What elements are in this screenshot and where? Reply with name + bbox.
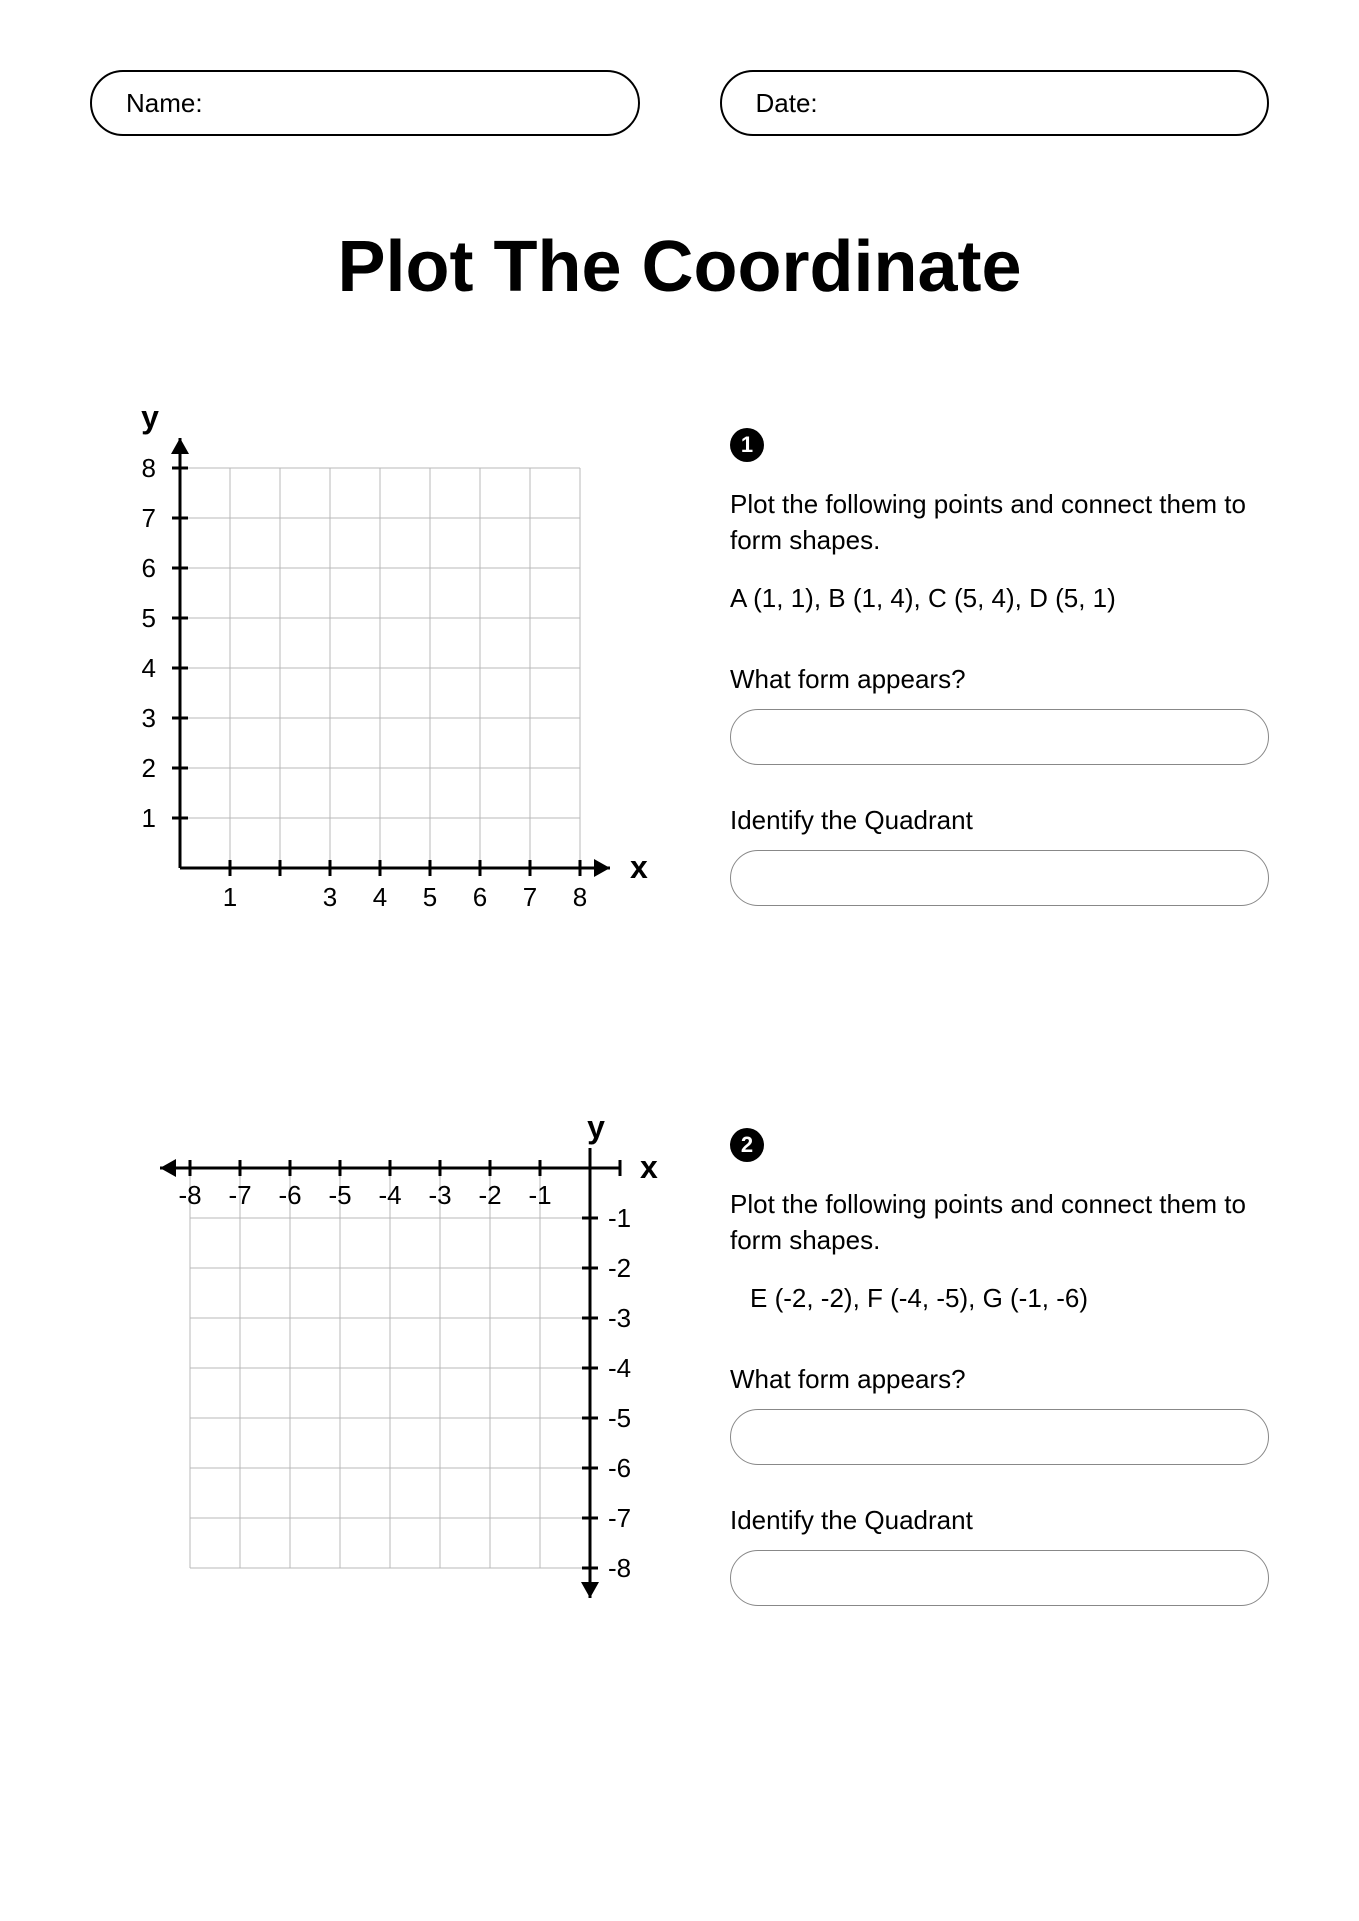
graph-1-svg: 1 1 2 3 3 4 4 5 5 6 6 7 7 8 8 x y: [90, 398, 690, 958]
points-2: E (-2, -2), F (-4, -5), G (-1, -6): [730, 1283, 1269, 1314]
svg-text:y: y: [141, 399, 159, 435]
svg-text:-3: -3: [428, 1180, 451, 1210]
question-number-2: 2: [730, 1128, 764, 1162]
svg-text:x: x: [640, 1149, 658, 1185]
graph-2-svg: -1 -1 -2 -2 -3 -3 -4 -4 -5 -5 -6 -6 -7 -7 -8 -8 xy: [90, 1098, 690, 1658]
svg-text:-1: -1: [608, 1203, 631, 1233]
answer-field-1b[interactable]: [730, 850, 1269, 906]
answer-field-2b[interactable]: [730, 1550, 1269, 1606]
svg-text:1: 1: [142, 803, 156, 833]
svg-text:-4: -4: [608, 1353, 631, 1383]
svg-text:4: 4: [373, 882, 387, 912]
svg-text:-2: -2: [478, 1180, 501, 1210]
question-1a: What form appears?: [730, 664, 1269, 695]
instructions-1: 1 Plot the following points and connect …: [730, 398, 1269, 958]
question-number-1: 1: [730, 428, 764, 462]
svg-text:8: 8: [142, 453, 156, 483]
exercise-2: -1 -1 -2 -2 -3 -3 -4 -4 -5 -5 -6 -6 -7 -7 -8 -8 xy 2 Plo…: [90, 1098, 1269, 1658]
svg-text:3: 3: [142, 703, 156, 733]
svg-text:5: 5: [423, 882, 437, 912]
svg-text:y: y: [587, 1109, 605, 1145]
answer-field-1a[interactable]: [730, 709, 1269, 765]
svg-text:-6: -6: [608, 1453, 631, 1483]
svg-text:7: 7: [523, 882, 537, 912]
svg-text:-1: -1: [528, 1180, 551, 1210]
question-2b: Identify the Quadrant: [730, 1505, 1269, 1536]
answer-field-2a[interactable]: [730, 1409, 1269, 1465]
page-title: Plot The Coordinate: [90, 226, 1269, 308]
svg-text:3: 3: [323, 882, 337, 912]
graph-1: 1 1 2 3 3 4 4 5 5 6 6 7 7 8 8 x y: [90, 398, 690, 958]
svg-text:-2: -2: [608, 1253, 631, 1283]
svg-text:-8: -8: [608, 1553, 631, 1583]
header-row: Name: Date:: [90, 70, 1269, 136]
prompt-2: Plot the following points and connect th…: [730, 1186, 1269, 1259]
svg-text:-7: -7: [608, 1503, 631, 1533]
points-1: A (1, 1), B (1, 4), C (5, 4), D (5, 1): [730, 583, 1269, 614]
svg-text:6: 6: [142, 553, 156, 583]
svg-text:-3: -3: [608, 1303, 631, 1333]
svg-text:-6: -6: [278, 1180, 301, 1210]
name-label: Name:: [126, 88, 203, 119]
svg-text:-4: -4: [378, 1180, 401, 1210]
svg-text:-7: -7: [228, 1180, 251, 1210]
date-field[interactable]: Date:: [720, 70, 1270, 136]
svg-text:6: 6: [473, 882, 487, 912]
svg-text:4: 4: [142, 653, 156, 683]
svg-text:-5: -5: [328, 1180, 351, 1210]
svg-text:7: 7: [142, 503, 156, 533]
svg-text:-8: -8: [178, 1180, 201, 1210]
svg-text:5: 5: [142, 603, 156, 633]
svg-text:8: 8: [573, 882, 587, 912]
svg-text:2: 2: [142, 753, 156, 783]
svg-text:-5: -5: [608, 1403, 631, 1433]
svg-text:x: x: [630, 849, 648, 885]
name-field[interactable]: Name:: [90, 70, 640, 136]
exercise-1: 1 1 2 3 3 4 4 5 5 6 6 7 7 8 8 x y 1 Plot the following p…: [90, 398, 1269, 958]
svg-text:1: 1: [223, 882, 237, 912]
prompt-1: Plot the following points and connect th…: [730, 486, 1269, 559]
question-2a: What form appears?: [730, 1364, 1269, 1395]
graph-2: -1 -1 -2 -2 -3 -3 -4 -4 -5 -5 -6 -6 -7 -7 -8 -8 xy: [90, 1098, 690, 1658]
instructions-2: 2 Plot the following points and connect …: [730, 1098, 1269, 1658]
date-label: Date:: [756, 88, 818, 119]
question-1b: Identify the Quadrant: [730, 805, 1269, 836]
